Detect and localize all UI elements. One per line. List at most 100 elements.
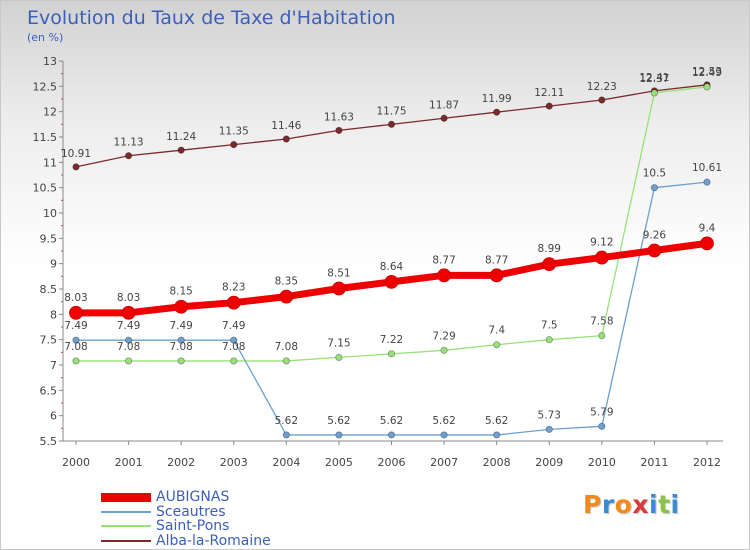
data-label: 10.5 [643,168,666,180]
y-tick-label: 8 [50,308,57,321]
data-label: 7.49 [222,320,245,332]
data-point [384,275,399,289]
logo-letter: r [601,490,615,519]
proxiti-logo: Proxiti [583,490,680,519]
data-label: 9.26 [643,229,667,241]
data-label: 5.62 [380,415,403,427]
data-label: 5.79 [590,406,613,418]
data-point [493,431,501,439]
data-point [594,250,609,265]
data-point [335,353,343,361]
data-point [335,126,343,135]
logo-letter: i [670,490,680,519]
data-label: 7.22 [380,334,403,346]
data-point [177,336,185,344]
data-label: 7.5 [541,320,558,332]
legend-swatch-aubignas [101,492,151,502]
legend-item-alba-la-romaine: Alba-la-Romaine [101,533,271,549]
legend-item-aubignas: AUBIGNAS [101,489,230,505]
data-label: 7.4 [488,325,505,337]
logo-letter: t [658,490,671,519]
y-tick-label: 10.5 [33,182,58,195]
y-tick-label: 9 [50,258,57,271]
data-label: 7.08 [117,341,140,353]
data-point [598,422,606,430]
legend-label-aubignas: AUBIGNAS [156,489,230,505]
data-point [598,332,606,340]
data-label: 12.49 [692,67,722,79]
data-label: 5.73 [538,409,561,421]
data-point [230,336,238,344]
y-tick-label: 7 [50,359,57,372]
data-label: 8.03 [64,292,87,304]
y-tick-label: 13 [43,55,57,68]
data-point [121,305,136,320]
data-label: 8.03 [117,292,140,304]
data-label: 5.62 [432,415,455,427]
data-point [387,431,396,439]
data-label: 10.61 [692,162,722,174]
data-point [72,163,80,171]
x-tick-label: 2002 [167,456,195,469]
legend-swatch-sceautres [101,511,151,513]
legend-label-sceautres: Sceautres [156,504,226,520]
data-point [387,350,396,358]
data-point [332,281,346,296]
data-point [542,257,557,272]
data-point [700,236,714,251]
data-label: 12.53 [692,66,722,78]
x-tick-label: 2007 [430,456,458,469]
data-point [124,357,133,365]
y-tick-label: 10 [43,207,57,220]
legend-item-sceautres: Sceautres [101,504,226,520]
data-point [493,108,501,116]
x-tick-label: 2006 [378,456,406,469]
y-tick-label: 8.5 [40,283,58,296]
legend-label-saint-pons: Saint-Pons [156,518,230,534]
data-point [545,102,553,110]
legend-item-saint-pons: Saint-Pons [101,518,230,534]
data-point [545,425,553,433]
data-label: 11.35 [219,126,249,138]
x-tick-label: 2004 [272,456,300,469]
data-point [437,268,451,283]
data-point [703,83,711,91]
data-label: 7.08 [169,341,192,353]
data-label: 11.24 [166,131,196,143]
data-label: 7.15 [327,337,350,349]
data-point [440,346,448,354]
x-tick-label: 2001 [115,456,143,469]
y-tick-label: 9.5 [40,232,58,245]
legend-swatch-alba-la-romaine [101,540,151,542]
data-point [703,178,711,186]
chart-subtitle: (en %) [27,31,64,44]
data-point [282,135,290,143]
data-point [440,114,448,122]
data-point [72,336,80,344]
y-tick-label: 5.5 [40,435,58,448]
x-tick-label: 2011 [640,456,668,469]
data-label: 7.08 [64,341,87,353]
data-point [335,431,343,439]
data-point [69,305,83,320]
data-label: 10.91 [61,148,91,160]
y-tick-label: 11 [43,156,57,169]
data-label: 8.77 [432,254,455,266]
data-point [282,431,290,439]
data-point [230,141,238,149]
data-label: 8.99 [538,243,561,255]
data-label: 7.08 [222,341,245,353]
data-point [72,357,80,365]
data-point [647,243,662,258]
data-label: 8.51 [327,267,350,279]
data-label: 8.77 [485,254,508,266]
data-label: 11.13 [114,137,144,149]
y-tick-label: 12 [43,106,57,119]
data-label: 11.46 [271,120,301,132]
data-point [279,289,294,304]
y-tick-label: 6.5 [40,384,58,397]
data-point [124,152,133,160]
data-label: 11.99 [482,93,512,105]
x-tick-label: 2005 [325,456,353,469]
